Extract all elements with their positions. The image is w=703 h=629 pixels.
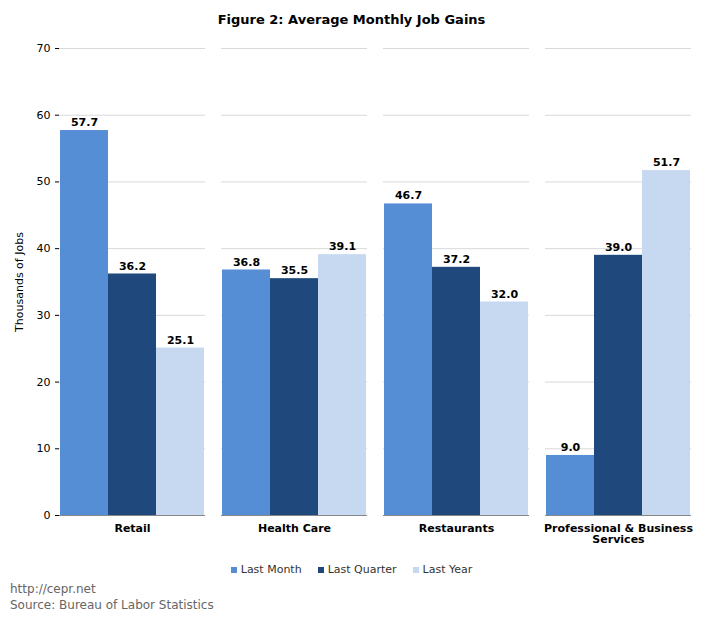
svg-text:9.0: 9.0 <box>561 441 581 454</box>
html-text:Last Month: Last Month <box>240 562 302 576</box>
html-text:Figure 2: Average Monthly Job: Figure 2: Average Monthly Job Gains <box>217 12 486 27</box>
svg-text:Retail: Retail <box>114 522 150 535</box>
svg-text:36.8: 36.8 <box>233 256 260 269</box>
svg-text:Thousands of Jobs: Thousands of Jobs <box>13 232 26 333</box>
svg-text:Health Care: Health Care <box>258 522 331 535</box>
svg-text:39.0: 39.0 <box>605 241 632 254</box>
svg-text:30: 30 <box>37 309 51 322</box>
svg-text:50: 50 <box>37 175 51 188</box>
svg-text:35.5: 35.5 <box>281 264 308 277</box>
svg-text:25.1: 25.1 <box>167 334 194 347</box>
svg-text:51.7: 51.7 <box>653 156 680 169</box>
svg-text:46.7: 46.7 <box>395 189 422 202</box>
svg-text:40: 40 <box>37 242 51 255</box>
svg-text:60: 60 <box>37 109 51 122</box>
svg-text:36.2: 36.2 <box>119 260 146 273</box>
html-text:Last Year: Last Year <box>422 562 473 576</box>
svg-text:10: 10 <box>37 442 51 455</box>
svg-text:57.7: 57.7 <box>71 116 98 129</box>
svg-text:Restaurants: Restaurants <box>419 522 495 535</box>
html-text:http://cepr.net: http://cepr.net <box>10 582 96 596</box>
svg-text:0: 0 <box>44 509 51 522</box>
svg-text:39.1: 39.1 <box>329 240 356 253</box>
svg-text:20: 20 <box>37 376 51 389</box>
svg-text:37.2: 37.2 <box>443 253 470 266</box>
svg-text:70: 70 <box>37 42 51 55</box>
svg-text:Professional & BusinessService: Professional & BusinessServices <box>544 522 693 546</box>
html-text:Last Quarter: Last Quarter <box>327 562 397 576</box>
svg-text:32.0: 32.0 <box>491 288 518 301</box>
html-text:Source: Bureau of Labor Statis: Source: Bureau of Labor Statistics <box>10 598 214 612</box>
